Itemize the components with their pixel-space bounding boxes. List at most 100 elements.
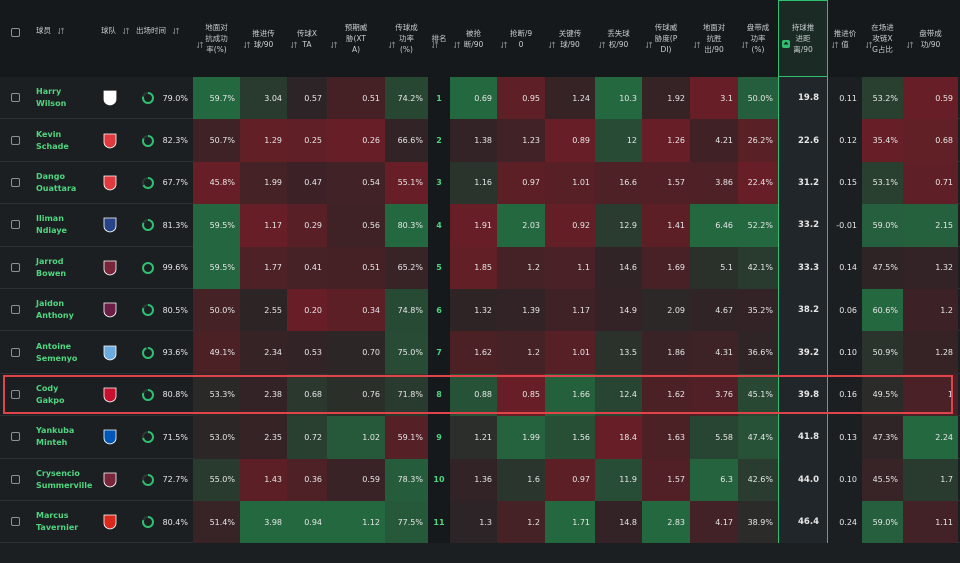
- player-name-text[interactable]: Iliman Ndiaye: [36, 214, 67, 236]
- column-header[interactable]: 被抢断/90: [450, 0, 497, 77]
- minutes-donut: [142, 261, 154, 274]
- stat-cell: 0.88: [450, 373, 497, 417]
- player-name-text[interactable]: Antoine Semenyo: [36, 341, 78, 363]
- column-header[interactable]: 球员: [30, 0, 95, 69]
- column-header[interactable]: 在场进攻链XG占比: [862, 0, 903, 77]
- sort-icon[interactable]: [831, 41, 839, 49]
- player-name[interactable]: Cody Gakpo: [30, 374, 95, 416]
- stat-cell: 59.5%: [193, 246, 240, 289]
- table-row[interactable]: Kevin Schade 82.3% 50.7% 1.29 0.25 0.26 66.6% 2…: [0, 119, 960, 162]
- row-checkbox[interactable]: [11, 262, 20, 272]
- player-name-text[interactable]: Crysencio Summerville: [36, 468, 93, 490]
- player-name[interactable]: Kevin Schade: [30, 119, 95, 161]
- sort-icon[interactable]: [122, 27, 130, 35]
- player-name[interactable]: Jarrod Bowen: [30, 247, 95, 289]
- column-header[interactable]: 推进价值: [828, 0, 862, 77]
- row-checkbox[interactable]: [11, 220, 20, 230]
- sort-icon[interactable]: [645, 41, 653, 49]
- player-name-text[interactable]: Cody Gakpo: [36, 383, 65, 405]
- player-name-text[interactable]: Jarrod Bowen: [36, 256, 67, 278]
- row-checkbox[interactable]: [11, 432, 20, 442]
- stat-cell: 59.0%: [862, 501, 903, 544]
- player-name[interactable]: Marcus Tavernier: [30, 501, 95, 543]
- row-checkbox[interactable]: [11, 93, 20, 103]
- column-header[interactable]: 传球成功率(%): [385, 0, 428, 77]
- table-row[interactable]: Iliman Ndiaye 81.3% 59.5% 1.17 0.29 0.56 80.3%…: [0, 204, 960, 247]
- column-header[interactable]: 推进传球/90: [240, 0, 287, 77]
- player-name[interactable]: Crysencio Summerville: [30, 459, 95, 501]
- row-checkbox[interactable]: [11, 474, 20, 484]
- sort-icon[interactable]: [388, 41, 396, 49]
- player-name[interactable]: Dango Ouattara: [30, 162, 95, 204]
- minutes-donut: [142, 431, 154, 444]
- table-row[interactable]: Yankuba Minteh 71.5% 53.0% 2.35 0.72 1.02 59.1…: [0, 416, 960, 459]
- column-header[interactable]: 抢断/90: [497, 0, 545, 77]
- column-header[interactable]: 持球推进距离/90: [778, 0, 828, 77]
- player-name-text[interactable]: Yankuba Minteh: [36, 426, 75, 448]
- player-name-text[interactable]: Marcus Tavernier: [36, 511, 79, 533]
- table-row[interactable]: Antoine Semenyo 93.6% 49.1% 2.34 0.53 0.70 75.…: [0, 331, 960, 374]
- table-row[interactable]: Marcus Tavernier 80.4% 51.4% 3.98 0.94 1.12 77…: [0, 501, 960, 544]
- select-all-checkbox[interactable]: [11, 28, 20, 37]
- column-header[interactable]: 盘带成功/90: [903, 0, 958, 77]
- row-checkbox[interactable]: [11, 389, 20, 399]
- sort-icon[interactable]: [290, 41, 298, 49]
- row-checkbox[interactable]: [11, 135, 20, 145]
- sort-icon[interactable]: [500, 41, 508, 49]
- sort-icon[interactable]: [196, 41, 204, 49]
- row-checkbox[interactable]: [11, 517, 20, 527]
- row-checkbox[interactable]: [11, 305, 20, 315]
- player-name-text[interactable]: Dango Ouattara: [36, 171, 77, 193]
- stat-cell: 47.5%: [862, 246, 903, 289]
- team-badge: [103, 133, 117, 148]
- column-header[interactable]: 球队: [95, 0, 130, 69]
- column-header[interactable]: 传球威胁度(PDI): [642, 0, 690, 77]
- player-name[interactable]: Harry Wilson: [30, 77, 95, 119]
- row-checkbox[interactable]: [11, 177, 20, 187]
- sort-icon[interactable]: [243, 41, 251, 49]
- player-name-text[interactable]: Kevin Schade: [36, 129, 69, 151]
- column-header[interactable]: 出场时间: [130, 0, 193, 69]
- sort-icon[interactable]: [431, 41, 439, 49]
- sort-icon[interactable]: [693, 41, 701, 49]
- table-row[interactable]: Dango Ouattara 67.7% 45.8% 1.99 0.47 0.54 55.1…: [0, 161, 960, 205]
- stat-cell: 53.0%: [193, 416, 240, 459]
- column-header[interactable]: 排名: [428, 0, 450, 77]
- stat-cell: 2.34: [240, 331, 287, 374]
- sort-icon[interactable]: [782, 40, 790, 48]
- stat-cell: 53.1%: [862, 161, 903, 205]
- table-row[interactable]: Jarrod Bowen 99.6% 59.5% 1.77 0.41 0.51 65.2% 5…: [0, 246, 960, 289]
- sort-icon[interactable]: [598, 41, 606, 49]
- sort-icon[interactable]: [865, 41, 873, 49]
- column-header[interactable]: 盘带成功率(%): [738, 0, 778, 77]
- row-checkbox[interactable]: [11, 347, 20, 357]
- player-name[interactable]: Yankuba Minteh: [30, 416, 95, 458]
- column-header[interactable]: 地面对抗成功率(%): [193, 0, 240, 77]
- column-header[interactable]: 丢失球权/90: [595, 0, 642, 77]
- sort-icon[interactable]: [453, 41, 461, 49]
- table-row[interactable]: Cody Gakpo 80.8% 53.3% 2.38 0.68 0.76 71.8% 8 0.…: [0, 373, 960, 417]
- minutes-played: 72.7%: [162, 475, 188, 485]
- sort-icon[interactable]: [906, 41, 914, 49]
- column-header[interactable]: 预期威胁(XTA): [327, 0, 385, 77]
- player-name-text[interactable]: Harry Wilson: [36, 87, 67, 109]
- team-badge: [103, 90, 117, 106]
- table-row[interactable]: Harry Wilson 79.0% 59.7% 3.04 0.57 0.51 74.2% 1…: [0, 77, 960, 120]
- player-name[interactable]: Iliman Ndiaye: [30, 204, 95, 246]
- sort-icon[interactable]: [330, 41, 338, 49]
- player-name-text[interactable]: Jaidon Anthony: [36, 299, 74, 321]
- sort-icon[interactable]: [741, 41, 749, 49]
- column-header[interactable]: 地面对抗胜出/90: [690, 0, 738, 77]
- sort-icon[interactable]: [548, 41, 556, 49]
- minutes-arc: [142, 261, 154, 274]
- sort-icon[interactable]: [172, 27, 180, 35]
- stat-cell: 0.51: [327, 246, 385, 289]
- table-row[interactable]: Crysencio Summerville 72.7% 55.0% 1.43 0.36 0…: [0, 458, 960, 501]
- column-header[interactable]: 关键传球/90: [545, 0, 595, 77]
- player-name[interactable]: Antoine Semenyo: [30, 331, 95, 373]
- table-row[interactable]: Jaidon Anthony 80.5% 50.0% 2.55 0.20 0.34 74.8…: [0, 289, 960, 332]
- player-name[interactable]: Jaidon Anthony: [30, 289, 95, 331]
- sort-icon[interactable]: [57, 27, 65, 35]
- column-header[interactable]: 传球XTA: [287, 0, 327, 77]
- stat-cell: 49.5%: [862, 373, 903, 417]
